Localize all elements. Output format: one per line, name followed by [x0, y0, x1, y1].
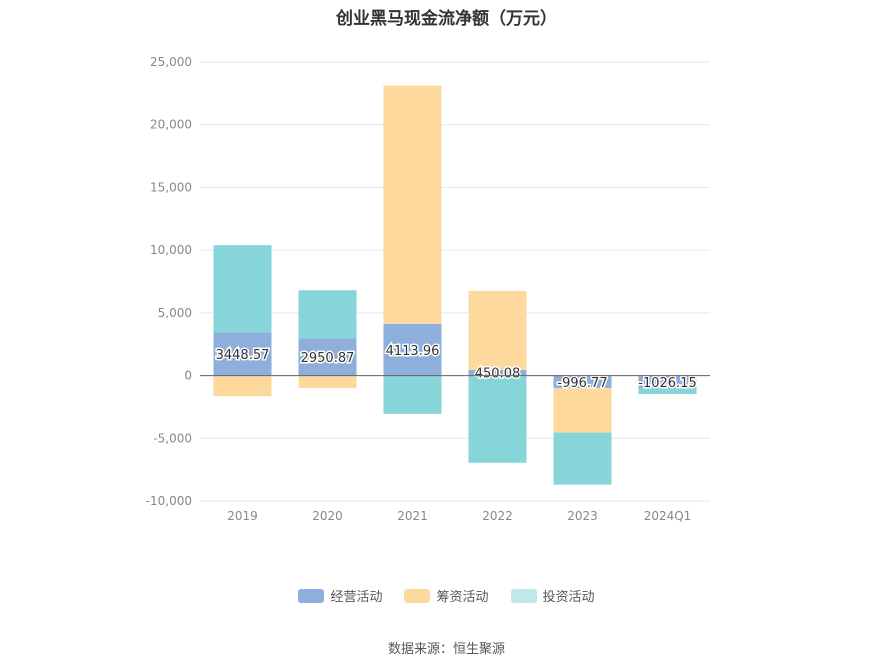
x-tick-label: 2024Q1	[644, 509, 692, 523]
data-label: 2950.87	[301, 351, 355, 366]
y-tick-label: 15,000	[150, 180, 192, 194]
bar-segment-operating	[638, 375, 697, 389]
legend-swatch-operating	[298, 588, 325, 603]
x-tick-label: 2021	[397, 509, 428, 523]
bar-segment-financing	[383, 85, 442, 324]
bar-segment-investing	[638, 388, 697, 395]
legend-swatch-financing	[404, 588, 431, 603]
y-tick-label: -10,000	[146, 494, 192, 508]
legend-item-operating[interactable]: 经营活动	[298, 586, 382, 605]
legend-item-investing[interactable]: 投资活动	[510, 586, 595, 605]
y-tick-label: 25,000	[150, 55, 192, 69]
legend-item-financing[interactable]: 筹资活动	[404, 586, 489, 605]
bar-segment-financing	[298, 375, 357, 389]
data-label: -1026.15	[638, 376, 696, 391]
bar-segment-investing	[383, 375, 442, 414]
legend-label-financing: 筹资活动	[436, 590, 489, 605]
legend-label-operating: 经营活动	[330, 590, 383, 605]
source-note: 数据来源：恒生聚源	[387, 642, 505, 657]
y-tick-label: 5,000	[158, 306, 192, 320]
x-tick-label: 2019	[227, 509, 258, 523]
legend-swatch-investing	[510, 588, 537, 603]
bar-segment-operating	[213, 332, 272, 376]
y-tick-label: 20,000	[150, 118, 192, 132]
bar-segment-investing	[553, 432, 612, 485]
bar-segment-operating	[468, 369, 527, 376]
bar-segment-operating	[553, 375, 612, 389]
bar-segment-financing	[213, 375, 272, 397]
y-tick-label: -5,000	[153, 431, 192, 445]
bar-segment-investing	[468, 375, 527, 463]
data-label: -996.77	[557, 376, 607, 391]
y-tick-label: 10,000	[150, 243, 192, 257]
data-label: 4113.96	[386, 344, 440, 359]
x-tick-label: 2023	[567, 509, 598, 523]
legend: 经营活动 筹资活动 投资活动	[0, 586, 893, 605]
bar-segment-investing	[298, 290, 357, 339]
x-tick-label: 2020	[312, 509, 343, 523]
bar-segment-operating	[298, 338, 357, 376]
bar-segment-investing	[213, 245, 272, 333]
data-label: 450.08	[475, 367, 521, 382]
bar-segment-financing	[553, 388, 612, 433]
data-label: 3448.57	[216, 348, 270, 363]
bar-segment-operating	[383, 323, 442, 376]
chart-title: 创业黑马现金流净额（万元）	[336, 9, 557, 29]
x-tick-label: 2022	[482, 509, 513, 523]
y-tick-label: 0	[184, 369, 192, 383]
legend-label-investing: 投资活动	[542, 590, 595, 605]
bar-segment-financing	[468, 290, 527, 370]
